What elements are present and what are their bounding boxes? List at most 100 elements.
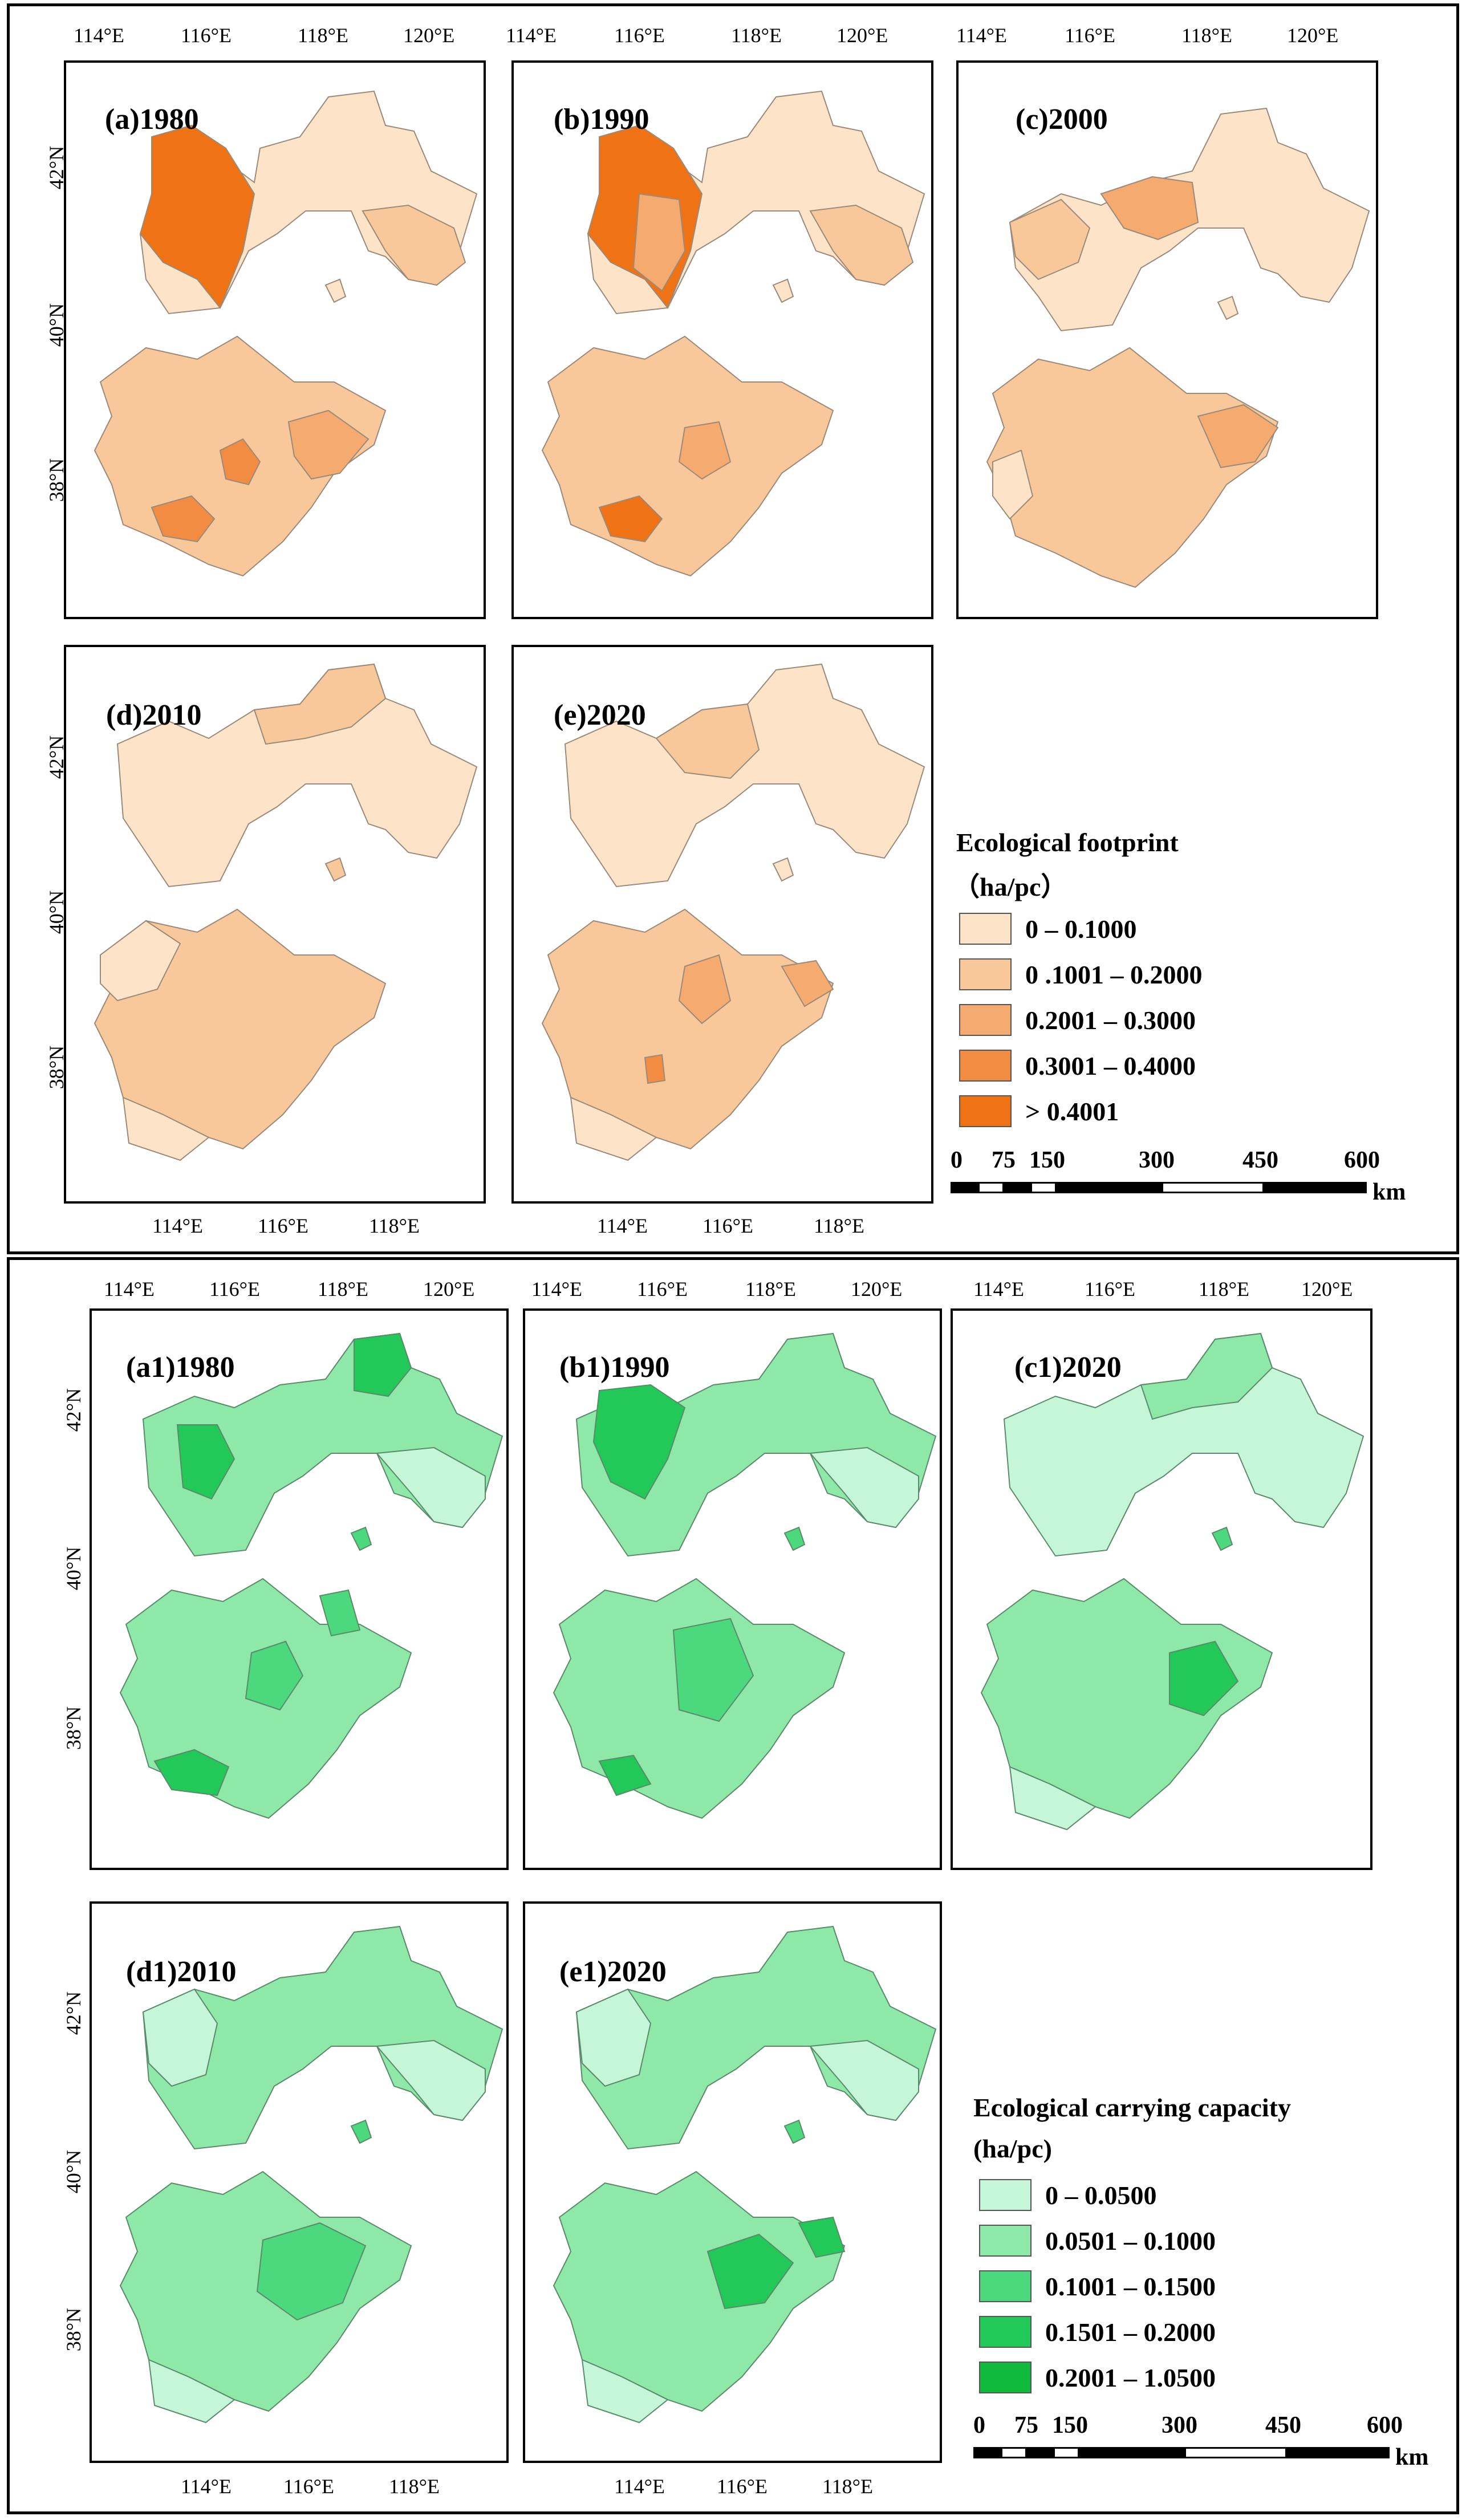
lat-tick: 40°N xyxy=(62,2149,86,2194)
lat-tick: 42°N xyxy=(62,1388,86,1432)
legend-title: Ecological carrying capacity xyxy=(973,2093,1291,2122)
map-panel-c1: (c1)2020 xyxy=(951,1308,1372,1870)
lon-tick: 114°E xyxy=(956,24,1008,47)
legend-item: 0.1501 – 0.2000 xyxy=(979,2316,1378,2350)
legend-item: 0.2001 – 0.3000 xyxy=(959,1004,1358,1038)
lon-tick: 116°E xyxy=(209,1278,261,1300)
scale-number: 450 xyxy=(1265,2412,1301,2438)
lon-tick: 118°E xyxy=(814,1214,865,1237)
lon-tick: 114°E xyxy=(152,1214,204,1237)
legend-swatch xyxy=(959,958,1012,990)
lon-tick: 118°E xyxy=(298,24,349,47)
map-panel-e1: (e1)2020 xyxy=(523,1901,942,2463)
lon-tick: 118°E xyxy=(745,1278,797,1300)
lon-tick: 118°E xyxy=(369,1214,420,1237)
scale-number: 150 xyxy=(1052,2412,1088,2438)
lon-tick: 118°E xyxy=(822,2475,874,2498)
region-map xyxy=(980,1332,1365,1831)
legend-item: 0.3001 – 0.4000 xyxy=(959,1050,1358,1084)
legend-swatch xyxy=(959,1004,1012,1036)
scale-number: 450 xyxy=(1242,1147,1278,1173)
legend-item: 0 – 0.0500 xyxy=(979,2179,1378,2213)
legend-label: 0.2001 – 1.0500 xyxy=(1045,2363,1216,2392)
scale-number: 0 xyxy=(973,2412,985,2438)
panel-label: (a1)1980 xyxy=(126,1351,235,1384)
legend-item: 0.2001 – 1.0500 xyxy=(979,2362,1378,2396)
lat-tick: 42°N xyxy=(62,1991,86,2035)
lon-tick: 120°E xyxy=(1287,24,1339,47)
region-map xyxy=(541,663,925,1161)
legend-swatch xyxy=(979,2362,1032,2393)
legend-item: 0.0501 – 0.1000 xyxy=(979,2225,1378,2259)
lon-tick: 120°E xyxy=(836,24,888,47)
lon-tick: 116°E xyxy=(702,1214,754,1237)
legend-label: 0.1001 – 0.1500 xyxy=(1045,2272,1216,2301)
scale-number: 300 xyxy=(1139,1147,1175,1173)
panel-label: (e1)2020 xyxy=(559,1956,667,1988)
panel-label: (d1)2010 xyxy=(126,1956,237,1988)
lon-tick: 120°E xyxy=(1301,1278,1353,1300)
panel-label: (a)1980 xyxy=(105,103,199,136)
panel-label: (c)2000 xyxy=(1016,103,1108,136)
map-panel-c: (c)2000 xyxy=(956,60,1378,619)
lon-tick: 114°E xyxy=(973,1278,1025,1300)
region-map xyxy=(553,1925,937,2424)
lon-tick: 116°E xyxy=(258,1214,309,1237)
lon-tick: 114°E xyxy=(506,24,557,47)
lon-tick: 114°E xyxy=(597,1214,648,1237)
lon-tick: 114°E xyxy=(104,1278,155,1300)
map-panel-b: (b)1990 xyxy=(511,60,933,619)
map-panel-d1: (d1)2010 xyxy=(90,1901,509,2463)
legend-label: 0.1501 – 0.2000 xyxy=(1045,2318,1216,2347)
region-map xyxy=(553,1332,937,1819)
map-panel-e: (e)2020 xyxy=(511,645,933,1204)
lon-tick: 118°E xyxy=(731,24,782,47)
capacity-section: 114°E 116°E 118°E 120°E 114°E 116°E 118°… xyxy=(7,1257,1459,2514)
lon-tick: 120°E xyxy=(851,1278,903,1300)
region-northeast xyxy=(362,204,466,286)
lon-tick: 120°E xyxy=(423,1278,475,1300)
legend-swatch xyxy=(959,913,1012,945)
scale-bar: 0 75 150 300 450 600 km xyxy=(973,2412,1464,2474)
lon-tick: 116°E xyxy=(717,2475,768,2498)
lon-tick: 118°E xyxy=(1181,24,1233,47)
lon-tick: 116°E xyxy=(614,24,665,47)
map-panel-a1: (a1)1980 xyxy=(90,1308,509,1870)
legend-label: > 0.4001 xyxy=(1025,1097,1119,1126)
legend-label: 0.2001 – 0.3000 xyxy=(1025,1006,1196,1035)
lon-tick: 114°E xyxy=(74,24,125,47)
region-map xyxy=(541,90,925,577)
legend-swatch xyxy=(959,1095,1012,1127)
panel-label: (c1)2020 xyxy=(1014,1351,1122,1384)
region-map xyxy=(94,663,478,1161)
lon-tick: 116°E xyxy=(283,2475,335,2498)
lon-tick: 116°E xyxy=(637,1278,688,1300)
scale-number: 75 xyxy=(1014,2412,1038,2438)
panel-label: (d)2010 xyxy=(106,699,202,731)
lon-tick: 114°E xyxy=(181,2475,232,2498)
lon-tick: 116°E xyxy=(1085,1278,1136,1300)
region-south-east xyxy=(287,409,369,480)
legend-label: 0 – 0.0500 xyxy=(1045,2181,1157,2210)
map-panel-d: (d)2010 xyxy=(64,645,486,1204)
lat-tick: 38°N xyxy=(62,2307,86,2352)
scale-bar: 0 75 150 300 450 600 km xyxy=(951,1147,1441,1209)
scale-number: 150 xyxy=(1029,1147,1065,1173)
legend-item: > 0.4001 xyxy=(959,1095,1358,1129)
scale-number: 300 xyxy=(1162,2412,1197,2438)
legend-label: 0 – 0.1000 xyxy=(1025,914,1137,944)
legend-label: 0.0501 – 0.1000 xyxy=(1045,2226,1216,2255)
footprint-section: 114°E 116°E 118°E 120°E 114°E 116°E 118°… xyxy=(7,3,1459,1254)
lat-tick: 38°N xyxy=(62,1706,86,1750)
scale-number: 75 xyxy=(992,1147,1016,1173)
region-islet xyxy=(324,278,347,303)
region-south-core xyxy=(219,438,261,486)
legend-swatch xyxy=(979,2316,1032,2348)
lon-tick: 116°E xyxy=(1065,24,1116,47)
map-panel-b1: (b1)1990 xyxy=(523,1308,942,1870)
panel-label: (b1)1990 xyxy=(559,1351,670,1384)
panel-label: (b)1990 xyxy=(554,103,649,136)
legend-item: 0.1001 – 0.1500 xyxy=(979,2270,1378,2304)
lon-tick: 118°E xyxy=(389,2475,440,2498)
scale-number: 0 xyxy=(951,1147,963,1173)
